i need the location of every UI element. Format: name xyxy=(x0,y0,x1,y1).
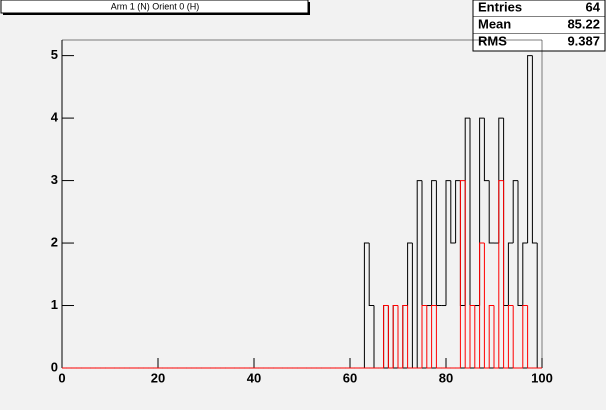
histogram-step xyxy=(483,118,490,182)
title-box xyxy=(0,0,309,14)
histogram-step xyxy=(479,117,485,306)
histogram-step xyxy=(387,305,394,369)
histogram-step xyxy=(536,243,542,369)
histogram-step xyxy=(387,305,394,369)
histogram-step xyxy=(426,305,432,369)
histogram-step xyxy=(469,305,475,368)
histogram-step xyxy=(411,243,418,369)
histogram-step xyxy=(469,118,475,307)
stats-box xyxy=(472,0,606,52)
histogram-step xyxy=(498,180,504,368)
histogram-step xyxy=(392,305,398,368)
histogram-step xyxy=(455,180,461,244)
histogram-step xyxy=(421,305,427,368)
histogram-step xyxy=(522,305,528,368)
histogram-step xyxy=(450,180,456,244)
histogram-step xyxy=(507,305,514,368)
histogram-step xyxy=(488,180,494,244)
histogram-step xyxy=(431,305,437,368)
histogram-step xyxy=(363,242,370,368)
histogram-step xyxy=(435,180,442,307)
x-tick-label: 80 xyxy=(439,370,453,385)
histogram-step xyxy=(503,180,509,369)
stat-value: 9.387 xyxy=(567,33,600,48)
stats: Entries 64 Mean 85.22 RMS 9.387 xyxy=(473,0,605,48)
histogram-step xyxy=(527,55,533,244)
histogram-step xyxy=(507,242,514,306)
histogram-step xyxy=(459,180,466,368)
histogram-step xyxy=(474,305,480,369)
y-tick-label: 2 xyxy=(51,234,58,249)
histogram-step xyxy=(479,242,485,368)
histogram-step xyxy=(392,305,398,368)
stat-label: Mean xyxy=(478,16,511,31)
histogram-step xyxy=(464,117,470,306)
histogram-step xyxy=(383,305,389,368)
histogram-step xyxy=(512,180,518,244)
histogram-step xyxy=(421,180,427,307)
histogram-step xyxy=(493,305,499,369)
stat-label: RMS xyxy=(478,33,507,48)
histogram-step xyxy=(464,180,470,369)
histogram-step xyxy=(373,305,379,369)
histogram-step xyxy=(407,242,413,306)
stat-label: Entries xyxy=(478,0,522,14)
histogram-step xyxy=(488,305,494,368)
histogram-step xyxy=(368,243,374,307)
x-tick-label: 40 xyxy=(247,370,261,385)
x-tick-label: 60 xyxy=(343,370,357,385)
y-tick-label: 1 xyxy=(51,297,58,312)
histogram-step xyxy=(402,305,408,368)
histogram-step xyxy=(512,305,518,369)
histogram-step xyxy=(383,305,389,368)
histogram-step xyxy=(431,180,437,306)
histogram-step xyxy=(503,118,509,307)
x-tick-label: 100 xyxy=(531,370,553,385)
y-tick-label: 5 xyxy=(51,47,58,62)
histogram-step xyxy=(483,243,490,369)
x-tick-label: 20 xyxy=(151,370,165,385)
histogram-step xyxy=(459,180,466,307)
stat-value: 64 xyxy=(586,0,601,14)
histogram-step xyxy=(402,305,408,368)
histogram-step xyxy=(522,242,528,306)
histogram-step xyxy=(397,305,403,369)
histogram-step xyxy=(517,180,523,307)
y-tick-label: 4 xyxy=(51,110,59,125)
y-tick-label: 3 xyxy=(51,172,58,187)
stat-value: 85.22 xyxy=(567,16,600,31)
title: Arm 1 (N) Orient 0 (H) xyxy=(111,1,200,11)
y-tick-label: 0 xyxy=(51,359,58,374)
histogram-step xyxy=(445,180,451,306)
x-tick-label: 0 xyxy=(58,370,65,385)
histogram-step xyxy=(416,180,422,368)
histogram-step xyxy=(527,305,533,369)
plot: 0 1 2 3 4 5 0 20 40 60 80 100 xyxy=(51,39,553,385)
histogram-step xyxy=(397,305,403,369)
histogram-step xyxy=(435,305,442,369)
histogram-step xyxy=(407,305,413,369)
histogram-step xyxy=(531,55,538,244)
